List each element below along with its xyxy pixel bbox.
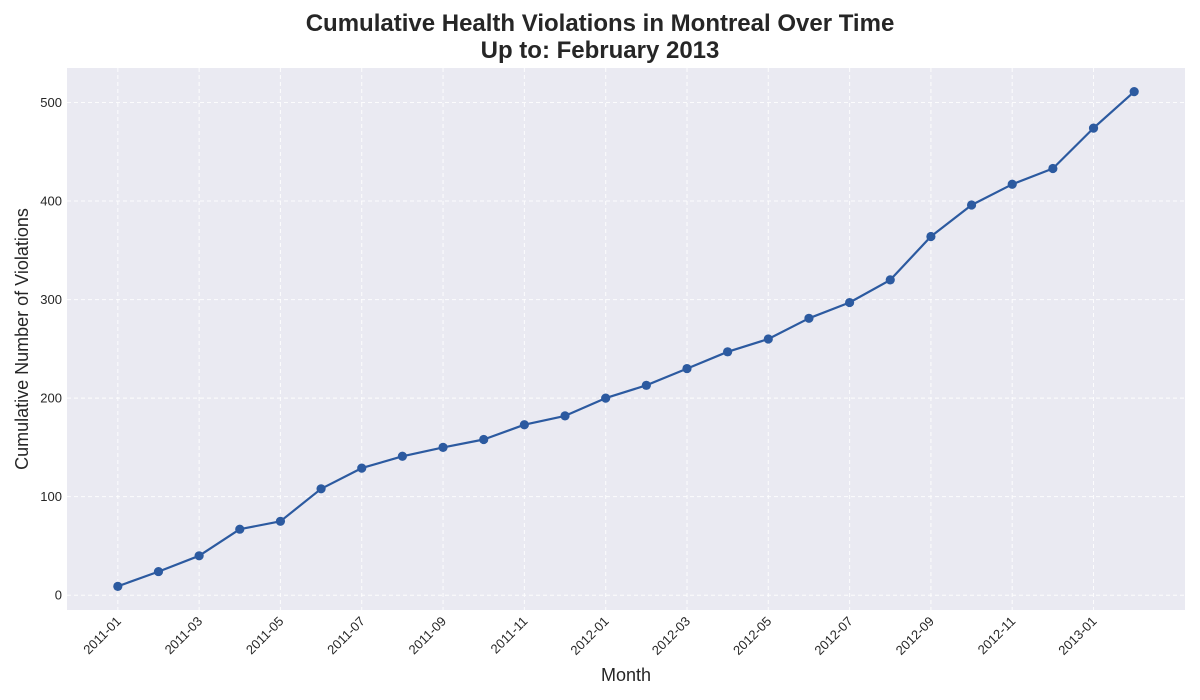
x-tick-label: 2011-07 [324,614,368,658]
y-tick-label: 300 [40,292,62,307]
data-point [1088,123,1099,133]
data-point [1048,163,1058,174]
x-axis-label: Month [601,665,651,685]
y-axis-label: Cumulative Number of Violations [12,208,32,470]
y-tick-label: 200 [40,391,62,406]
chart-title: Cumulative Health Violations in Montreal… [305,10,895,37]
data-point [966,200,977,210]
series-line [116,90,1136,588]
x-tick-label: 2011-01 [80,614,124,658]
data-point [641,380,651,390]
data-point [113,581,123,591]
data-point [560,411,570,421]
x-tick-label: 2012-07 [811,614,855,658]
x-tick-label: 2011-03 [162,614,206,658]
data-point [763,334,773,344]
data-point [1129,87,1139,97]
plot-background [67,68,1185,610]
x-tick-label: 2013-01 [1055,614,1099,658]
data-point [926,231,936,242]
data-point [397,451,407,461]
data-point [357,463,367,473]
data-point [275,516,286,526]
data-point [235,524,245,534]
data-point [885,275,895,285]
data-point [438,442,448,452]
y-tick-label: 100 [40,489,62,504]
data-point [479,434,489,445]
data-point [845,297,855,308]
data-point [682,363,692,374]
data-point [804,313,814,323]
y-tick-label: 500 [40,95,62,110]
x-tick-label: 2011-05 [243,614,287,658]
data-point [519,420,529,430]
x-tick-label: 2011-11 [488,614,531,657]
y-tick-label: 0 [55,588,62,603]
data-point [1007,179,1017,189]
x-tick-label: 2012-01 [567,614,611,658]
x-tick-label: 2012-05 [730,614,774,658]
data-point [194,551,204,561]
data-point [601,393,611,403]
x-tick-label: 2012-03 [649,614,693,658]
x-tick-label: 2012-11 [975,614,1019,658]
x-tick-label: 2012-09 [893,614,937,658]
data-point [723,347,733,357]
y-tick-label: 400 [40,194,62,209]
chart-subtitle: Up to: February 2013 [480,37,720,64]
data-point [316,484,326,494]
data-point [153,566,164,577]
x-tick-label: 2011-09 [406,614,450,658]
